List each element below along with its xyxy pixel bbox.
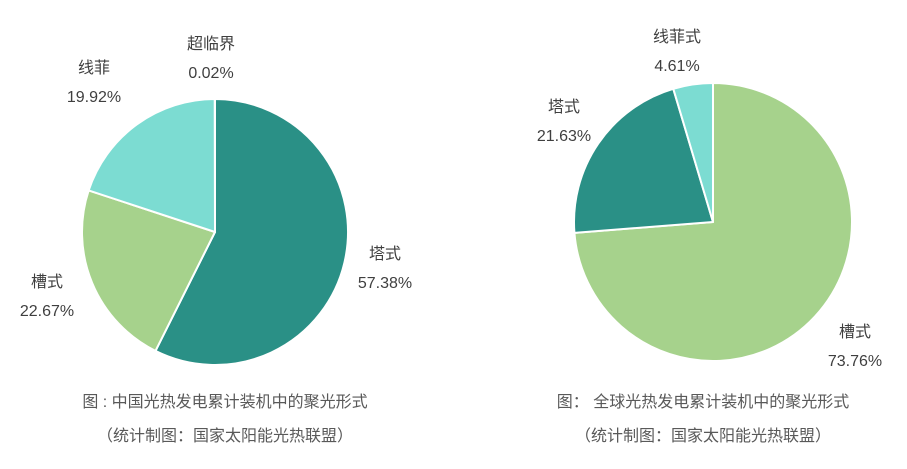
pie-slice-tower [154, 98, 349, 366]
slice-label-trough: 槽式 73.76% [795, 318, 907, 376]
slice-percent: 0.02% [188, 65, 234, 82]
china-pie [81, 97, 349, 366]
slice-percent: 57.38% [357, 275, 413, 292]
slice-name: 槽式 [838, 324, 871, 341]
slice-label-linear-fresnel: 线菲式 4.61% [617, 23, 737, 81]
slice-label-supercritical: 超临界 0.02% [151, 30, 271, 88]
slice-name: 槽式 [30, 274, 63, 291]
slice-label-tower: 塔式 21.63% [504, 93, 624, 151]
global-chart-caption: 图： 全球光热发电累计装机中的聚光形式 （统计制图：国家太阳能光热联盟） [490, 386, 907, 454]
slice-name: 塔式 [368, 246, 401, 263]
slice-name: 线菲 [77, 60, 110, 77]
slice-percent: 4.61% [654, 58, 700, 75]
slice-label-trough: 槽式 22.67% [0, 268, 107, 326]
slice-percent: 73.76% [827, 353, 883, 370]
slice-name: 超临界 [186, 36, 235, 53]
chart-title: 图 : 中国光热发电累计装机中的聚光形式 [82, 394, 368, 411]
pie-slice-linear-fresnel [87, 98, 216, 233]
chart-source: （统计制图：国家太阳能光热联盟） [574, 428, 831, 445]
pie-slice-trough [81, 189, 216, 352]
slice-name: 塔式 [547, 99, 580, 116]
slice-label-tower: 塔式 57.38% [325, 240, 445, 298]
slice-label-linear-fresnel: 线菲 19.92% [34, 54, 154, 112]
slice-name: 线菲式 [652, 29, 701, 46]
slice-percent: 21.63% [536, 128, 592, 145]
global-pie [573, 82, 853, 362]
slice-percent: 19.92% [66, 89, 122, 106]
pie-slice-tower [573, 87, 714, 234]
chart-source: （统计制图：国家太阳能光热联盟） [96, 428, 353, 445]
slice-percent: 22.67% [19, 303, 75, 320]
china-chart-caption: 图 : 中国光热发电累计装机中的聚光形式 （统计制图：国家太阳能光热联盟） [0, 386, 450, 454]
chart-title: 图： 全球光热发电累计装机中的聚光形式 [556, 394, 850, 411]
pie-slice-linear-fresnel [672, 82, 714, 223]
